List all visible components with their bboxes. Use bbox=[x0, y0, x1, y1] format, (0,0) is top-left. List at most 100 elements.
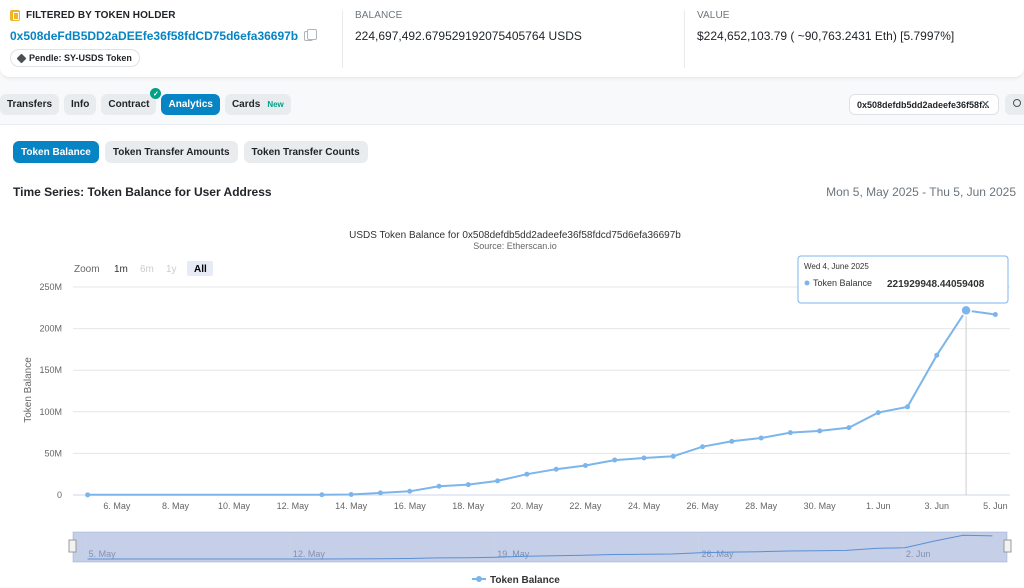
data-point[interactable] bbox=[992, 311, 998, 317]
token-pill-label: Pendle: SY-USDS Token bbox=[29, 53, 132, 63]
x-tick-label: 3. Jun bbox=[925, 501, 950, 511]
data-point[interactable] bbox=[85, 492, 91, 498]
balance-column: BALANCE 224,697,492.679529192075405764 U… bbox=[342, 10, 682, 68]
tab-contract[interactable]: Contract ✓ bbox=[101, 88, 162, 115]
navigator-left-handle[interactable] bbox=[68, 539, 77, 553]
data-point[interactable] bbox=[905, 404, 911, 410]
data-point[interactable] bbox=[817, 428, 823, 434]
clear-filter-icon[interactable]: ✕ bbox=[980, 99, 990, 111]
filter-icon bbox=[10, 10, 20, 21]
x-tick-label: 14. May bbox=[335, 501, 368, 511]
tab-bar: Transfers Info Contract ✓ Analytics Card… bbox=[0, 88, 291, 115]
tab-cards-label: Cards bbox=[231, 99, 261, 110]
navigator-right-handle[interactable] bbox=[1003, 539, 1012, 553]
balance-value: 224,697,492.679529192075405764 USDS bbox=[355, 29, 582, 43]
section-title: Time Series: Token Balance for User Addr… bbox=[13, 185, 272, 199]
data-point[interactable] bbox=[348, 492, 354, 498]
holder-address-link[interactable]: 0x508deFdB5DD2aDEEfe36f58fdCD75d6efa3669… bbox=[10, 29, 299, 43]
x-tick-label: 12. May bbox=[277, 501, 310, 511]
subtab-token-balance[interactable]: Token Balance bbox=[13, 141, 99, 163]
tooltip-value: 221929948.44059408 bbox=[887, 279, 985, 290]
y-tick-label: 0 bbox=[57, 490, 62, 500]
navigator-selection[interactable] bbox=[73, 532, 1007, 562]
data-point[interactable] bbox=[582, 462, 588, 468]
new-badge: New bbox=[267, 100, 284, 109]
data-point[interactable] bbox=[729, 438, 735, 444]
tab-cards[interactable]: Cards New bbox=[224, 94, 291, 115]
y-tick-label: 150M bbox=[39, 365, 62, 375]
filter-label: FILTERED BY TOKEN HOLDER bbox=[26, 10, 176, 21]
x-tick-label: 26. May bbox=[687, 501, 720, 511]
holder-summary-card: FILTERED BY TOKEN HOLDER 0x508deFdB5DD2a… bbox=[0, 0, 1024, 78]
data-point[interactable] bbox=[787, 430, 793, 436]
data-point[interactable] bbox=[495, 478, 501, 484]
value-value: $224,652,103.79 ( ~90,763.2431 Eth) [5.7… bbox=[697, 29, 955, 43]
x-tick-label: 6. May bbox=[103, 501, 131, 511]
navigator-line bbox=[87, 534, 993, 560]
data-point[interactable] bbox=[319, 492, 325, 498]
subtab-transfer-amounts[interactable]: Token Transfer Amounts bbox=[104, 141, 238, 163]
x-tick-label: 24. May bbox=[628, 501, 661, 511]
hover-point bbox=[960, 304, 972, 317]
data-point[interactable] bbox=[670, 453, 676, 459]
y-axis-label: Token Balance bbox=[23, 357, 34, 423]
data-point[interactable] bbox=[875, 410, 881, 416]
address-filter-text: 0x508defdb5dd2adeefe36f58f... bbox=[857, 99, 990, 110]
data-point[interactable] bbox=[846, 425, 852, 431]
data-point[interactable] bbox=[553, 466, 559, 472]
zoom-label: Zoom bbox=[74, 264, 100, 275]
data-point[interactable] bbox=[465, 482, 471, 488]
tooltip-date: Wed 4, June 2025 bbox=[804, 262, 869, 271]
zoom-button-6m[interactable]: 6m bbox=[140, 264, 154, 275]
tooltip: Wed 4, June 2025 Token Balance 221929948… bbox=[797, 255, 1009, 304]
series-line bbox=[87, 309, 996, 496]
navigator-tick-label: 26. May bbox=[702, 549, 735, 559]
data-point[interactable] bbox=[641, 455, 647, 461]
copy-icon[interactable] bbox=[304, 29, 318, 41]
navigator[interactable] bbox=[72, 531, 1008, 563]
x-tick-label: 5. Jun bbox=[983, 501, 1008, 511]
subtab-transfer-counts[interactable]: Token Transfer Counts bbox=[243, 141, 368, 163]
y-tick-label: 50M bbox=[44, 448, 62, 458]
x-tick-label: 1. Jun bbox=[866, 501, 891, 511]
value-column: VALUE $224,652,103.79 ( ~90,763.2431 Eth… bbox=[684, 10, 1024, 68]
tab-transfers[interactable]: Transfers bbox=[0, 94, 60, 115]
balance-label: BALANCE bbox=[355, 10, 403, 21]
x-tick-label: 28. May bbox=[745, 501, 778, 511]
data-point[interactable] bbox=[407, 488, 413, 494]
zoom-button-1m[interactable]: 1m bbox=[114, 264, 128, 275]
y-tick-label: 250M bbox=[39, 282, 62, 292]
x-tick-label: 10. May bbox=[218, 501, 251, 511]
x-tick-label: 20. May bbox=[511, 501, 544, 511]
chart-title: USDS Token Balance for 0x508defdb5dd2ade… bbox=[349, 230, 681, 241]
x-tick-label: 18. May bbox=[452, 501, 485, 511]
navigator-tick-label: 2. Jun bbox=[906, 549, 931, 559]
data-point[interactable] bbox=[612, 457, 618, 463]
legend-item[interactable]: Token Balance bbox=[490, 575, 560, 586]
token-balance-chart[interactable]: USDS Token Balance for 0x508defdb5dd2ade… bbox=[0, 125, 1024, 588]
zoom-button-1y[interactable]: 1y bbox=[166, 264, 177, 275]
x-tick-label: 8. May bbox=[162, 501, 190, 511]
verified-check-icon: ✓ bbox=[150, 88, 162, 99]
analytics-panel: Token Balance Token Transfer Amounts Tok… bbox=[0, 124, 1024, 587]
token-pill[interactable]: Pendle: SY-USDS Token bbox=[10, 49, 140, 67]
data-point[interactable] bbox=[377, 490, 383, 496]
zoom-button-All[interactable]: All bbox=[194, 264, 207, 275]
search-button[interactable] bbox=[1005, 94, 1024, 115]
navigator-tick-label: 5. May bbox=[89, 549, 117, 559]
data-point[interactable] bbox=[436, 483, 442, 489]
x-tick-label: 30. May bbox=[804, 501, 837, 511]
navigator-tick-label: 19. May bbox=[497, 549, 530, 559]
x-tick-label: 16. May bbox=[394, 501, 427, 511]
address-filter-chip[interactable]: 0x508defdb5dd2adeefe36f58f... ✕ bbox=[849, 94, 999, 115]
navigator-tick-label: 12. May bbox=[293, 549, 326, 559]
data-point[interactable] bbox=[758, 435, 764, 441]
value-label: VALUE bbox=[697, 10, 730, 21]
tag-icon bbox=[16, 53, 27, 63]
data-point[interactable] bbox=[524, 471, 530, 477]
tab-analytics[interactable]: Analytics bbox=[161, 94, 220, 115]
data-point[interactable] bbox=[700, 444, 706, 450]
tab-info[interactable]: Info bbox=[64, 94, 97, 115]
data-point[interactable] bbox=[934, 352, 940, 358]
tab-contract-label: Contract bbox=[108, 99, 150, 110]
